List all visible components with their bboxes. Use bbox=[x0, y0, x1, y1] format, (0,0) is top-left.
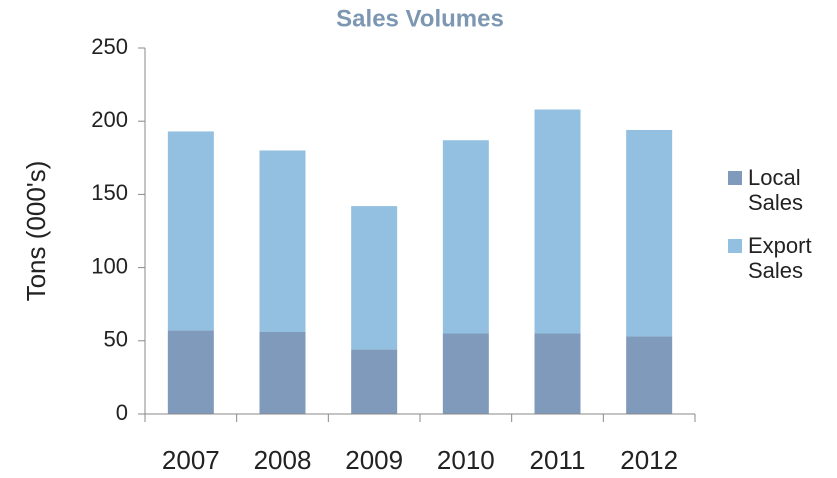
chart-title: Sales Volumes bbox=[336, 5, 504, 32]
x-tick-label: 2012 bbox=[620, 445, 678, 475]
x-tick-label: 2010 bbox=[437, 445, 495, 475]
bar-segment bbox=[626, 129, 673, 337]
legend-label: Export Sales bbox=[748, 233, 812, 283]
bar-segment bbox=[167, 131, 214, 331]
bar-segment bbox=[167, 330, 214, 414]
bar-segment bbox=[259, 332, 306, 414]
bar-segment bbox=[442, 140, 489, 334]
legend-label: Local Sales bbox=[748, 165, 804, 215]
bar-segment bbox=[259, 150, 306, 333]
x-tick-label: 2011 bbox=[530, 445, 586, 475]
bar-segment bbox=[351, 349, 398, 414]
bar-segment bbox=[534, 333, 581, 414]
x-tick-label: 2009 bbox=[345, 445, 403, 475]
y-tick-label: 100 bbox=[91, 253, 128, 278]
y-tick-label: 250 bbox=[91, 34, 128, 59]
y-tick-label: 50 bbox=[104, 327, 128, 352]
x-tick-label: 2007 bbox=[162, 445, 220, 475]
bar-segment bbox=[626, 336, 673, 414]
y-axis-label: Tons (000's) bbox=[21, 161, 51, 302]
legend-swatch bbox=[728, 239, 742, 253]
bar-segment bbox=[351, 206, 398, 350]
y-tick-label: 0 bbox=[116, 400, 128, 425]
y-tick-label: 200 bbox=[91, 107, 128, 132]
x-tick-label: 2008 bbox=[254, 445, 312, 475]
legend-swatch bbox=[728, 171, 742, 185]
bar-segment bbox=[442, 333, 489, 414]
bar-segment bbox=[534, 109, 581, 334]
y-tick-label: 150 bbox=[91, 180, 128, 205]
